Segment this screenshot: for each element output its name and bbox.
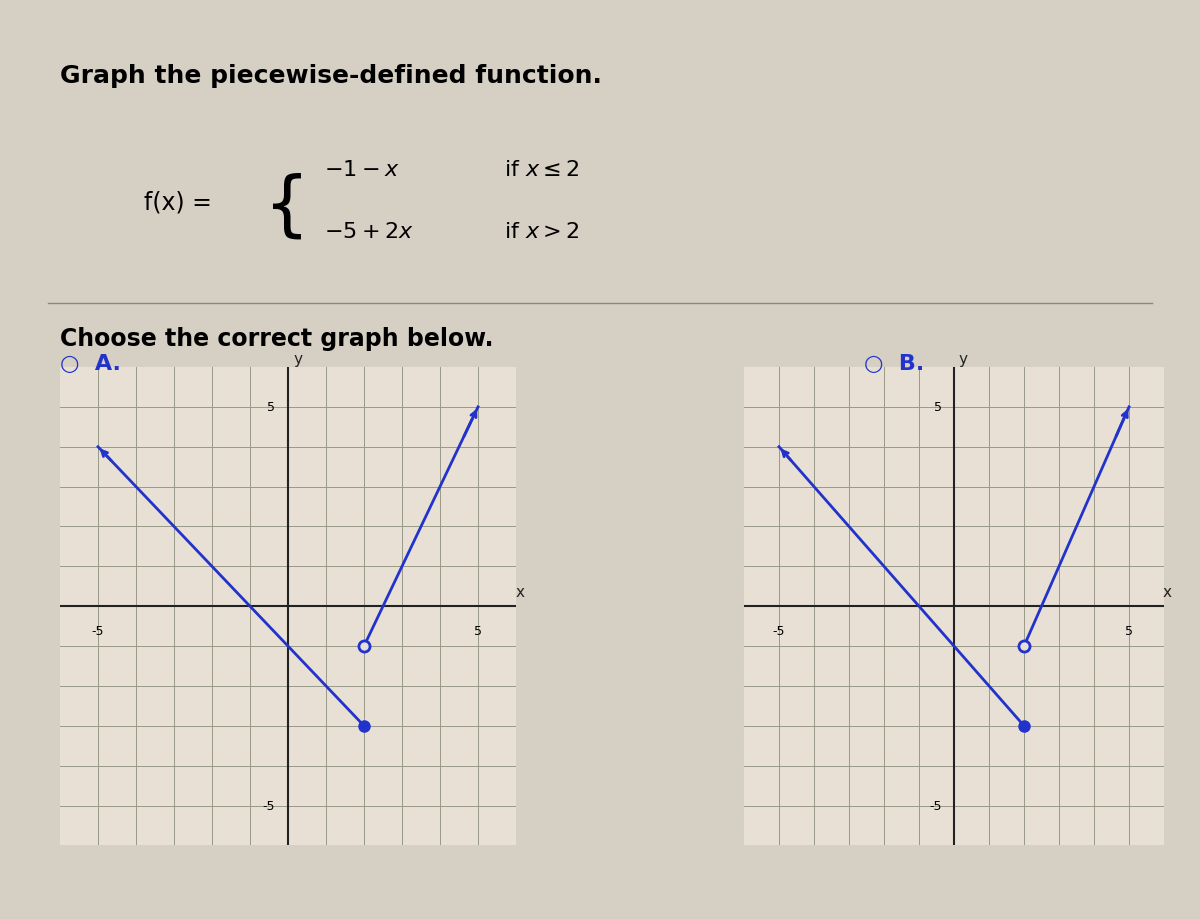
- Text: $-1-x$: $-1-x$: [324, 160, 400, 180]
- Text: f(x) =: f(x) =: [144, 190, 212, 214]
- Text: -5: -5: [262, 800, 275, 812]
- Text: 5: 5: [266, 401, 275, 414]
- Text: y: y: [959, 352, 967, 367]
- Text: if $x > 2$: if $x > 2$: [504, 221, 580, 242]
- Text: 5: 5: [934, 401, 942, 414]
- Text: {: {: [264, 173, 310, 241]
- Text: $-5+2x$: $-5+2x$: [324, 221, 414, 242]
- Text: y: y: [293, 352, 302, 367]
- Text: x: x: [515, 584, 524, 599]
- Text: -5: -5: [91, 625, 104, 638]
- Text: -5: -5: [929, 800, 942, 812]
- Text: Choose the correct graph below.: Choose the correct graph below.: [60, 326, 493, 350]
- Text: 5: 5: [1126, 625, 1133, 638]
- Text: x: x: [1163, 584, 1172, 599]
- Text: 5: 5: [474, 625, 482, 638]
- Text: if $x \leq 2$: if $x \leq 2$: [504, 160, 580, 180]
- Text: ○  A.: ○ A.: [60, 354, 121, 374]
- Text: Graph the piecewise-defined function.: Graph the piecewise-defined function.: [60, 64, 602, 88]
- Text: ○  B.: ○ B.: [864, 354, 924, 374]
- Text: -5: -5: [773, 625, 785, 638]
